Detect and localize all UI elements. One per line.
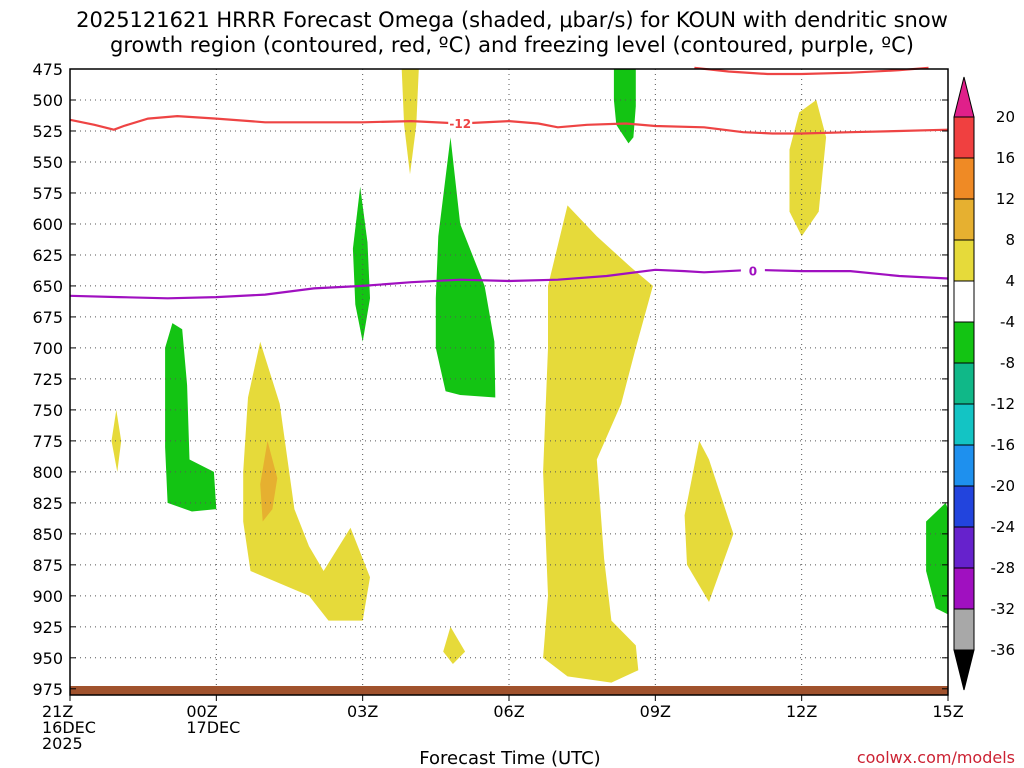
y-tick-label: 950 xyxy=(32,649,63,668)
colorbar-label: 16 xyxy=(996,149,1015,167)
colorbar-band xyxy=(953,608,975,651)
colorbar-band xyxy=(953,157,975,200)
y-tick-label: 925 xyxy=(32,618,63,637)
y-tick-label: 850 xyxy=(32,525,63,544)
y-tick-label: 575 xyxy=(32,184,63,203)
y-tick-label: 750 xyxy=(32,401,63,420)
chart-title-line-1: 2025121621 HRRR Forecast Omega (shaded, … xyxy=(76,8,948,32)
x-tick-label: 00Z xyxy=(186,702,217,721)
x-tick-label: 06Z xyxy=(493,702,524,721)
y-tick-label: 550 xyxy=(32,153,63,172)
colorbar-label: -32 xyxy=(991,600,1016,618)
omega-yellow-22z xyxy=(111,409,122,472)
colorbar-band xyxy=(953,403,975,446)
x-tick-label: 21Z xyxy=(42,702,73,721)
colorbar-band xyxy=(953,198,975,241)
colorbar-band xyxy=(953,567,975,610)
colorbar-label: 20 xyxy=(996,108,1015,126)
dgz-minus12-line xyxy=(69,114,949,135)
x-axis-label: Forecast Time (UTC) xyxy=(419,748,600,768)
dgz-minus12-upper-line xyxy=(694,66,929,76)
credit-link[interactable]: coolwx.com/models xyxy=(857,748,1015,767)
colorbar: 20 16 12 8 4 -4 -8 -12 -16 -20 -24 -28 -32 -36 xyxy=(953,76,1016,691)
colorbar-label: -20 xyxy=(991,477,1016,495)
x-tick-label: 03Z xyxy=(347,702,378,721)
colorbar-label: 4 xyxy=(1005,272,1015,290)
x-tick-label: 2025 xyxy=(42,734,83,753)
colorbar-band xyxy=(953,280,975,323)
colorbar-label: 8 xyxy=(1005,231,1015,249)
colorbar-label: -4 xyxy=(1000,313,1015,331)
omega-green-05z xyxy=(435,137,496,398)
y-tick-label: 475 xyxy=(32,60,63,79)
y-tick-label: 975 xyxy=(32,680,63,699)
y-tick-label: 775 xyxy=(32,432,63,451)
colorbar-label: -12 xyxy=(991,395,1016,413)
plot-area: -12 0 xyxy=(69,66,949,696)
chart-title-line-2: growth region (contoured, red, ºC) and f… xyxy=(110,33,914,57)
y-tick-label: 675 xyxy=(32,308,63,327)
colorbar-band xyxy=(953,321,975,364)
omega-yellow-12z xyxy=(789,100,827,237)
y-tick-label: 500 xyxy=(32,91,63,110)
y-tick-label: 900 xyxy=(32,587,63,606)
colorbar-band xyxy=(953,444,975,487)
freezing-level-zero-line xyxy=(69,268,949,300)
colorbar-band xyxy=(953,239,975,282)
freezing-level-zero-label: 0 xyxy=(749,265,757,279)
ground-surface xyxy=(70,686,948,695)
x-tick-label: 16DEC xyxy=(42,718,96,737)
colorbar-label: -24 xyxy=(991,518,1016,536)
y-tick-label: 875 xyxy=(32,556,63,575)
pressure-axis: 475 500 525 550 575 600 625 650 675 700 725 750 775 8… xyxy=(32,60,948,699)
colorbar-top-arrow xyxy=(953,76,975,118)
omega-yellow-06z xyxy=(543,205,653,683)
dgz-minus12-label: -12 xyxy=(449,117,471,131)
colorbar-label: -28 xyxy=(991,559,1016,577)
colorbar-label: -8 xyxy=(1000,354,1015,372)
colorbar-bottom-arrow xyxy=(953,649,975,691)
dgz-minus12-label-bg xyxy=(448,116,473,131)
y-tick-label: 525 xyxy=(32,122,63,141)
contours: -12 0 xyxy=(69,66,949,300)
y-tick-label: 700 xyxy=(32,339,63,358)
colorbar-label: -36 xyxy=(991,641,1016,659)
omega-yellow-00z xyxy=(243,341,370,621)
omega-orange-00z xyxy=(260,440,278,522)
colorbar-label: 12 xyxy=(996,190,1015,208)
x-tick-label: 12Z xyxy=(786,702,817,721)
colorbar-band xyxy=(953,362,975,405)
colorbar-band xyxy=(953,116,975,159)
y-tick-label: 625 xyxy=(32,246,63,265)
y-tick-label: 800 xyxy=(32,463,63,482)
omega-yellow-10z xyxy=(684,440,734,602)
omega-regions xyxy=(111,69,948,683)
freezing-level-zero-label-bg xyxy=(740,264,765,279)
x-tick-label: 09Z xyxy=(640,702,671,721)
colorbar-band xyxy=(953,485,975,528)
omega-green-03z xyxy=(352,186,370,342)
y-tick-label: 600 xyxy=(32,215,63,234)
omega-green-15z xyxy=(926,502,948,615)
y-tick-label: 650 xyxy=(32,277,63,296)
y-tick-label: 725 xyxy=(32,370,63,389)
colorbar-label: -16 xyxy=(991,436,1016,454)
omega-green-21z-a xyxy=(165,323,217,512)
x-tick-label: 15Z xyxy=(932,702,963,721)
colorbar-band xyxy=(953,526,975,569)
omega-yellow-05z-low xyxy=(443,626,466,664)
omega-green-08z xyxy=(613,69,636,144)
y-tick-label: 825 xyxy=(32,494,63,513)
x-tick-label: 17DEC xyxy=(186,718,240,737)
